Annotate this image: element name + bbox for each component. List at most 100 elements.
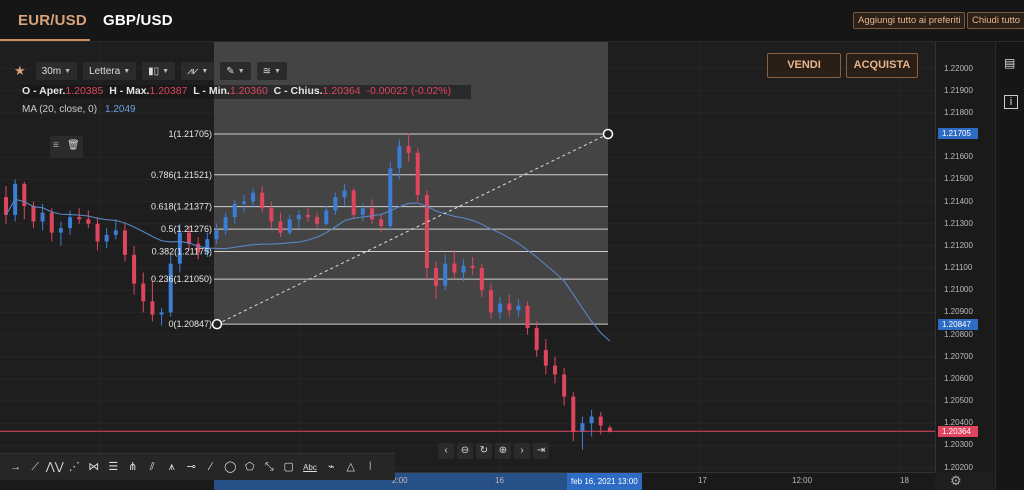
trendline-icon[interactable]: ⟋ [31, 460, 40, 473]
gear-icon[interactable]: ⚙ [950, 473, 962, 488]
triangle-icon[interactable]: △ [346, 460, 355, 473]
chevron-down-icon: ▼ [201, 67, 209, 75]
price-tick-label: 1.22000 [944, 63, 973, 73]
sell-button[interactable]: VENDI [767, 53, 841, 78]
candles-icon: ▮▯ [148, 65, 160, 77]
candle-body [452, 263, 457, 273]
elliott-icon[interactable]: ⩚ [168, 460, 175, 473]
newspaper-icon[interactable]: ▤ [1004, 56, 1016, 70]
text-icon[interactable]: Abc [303, 462, 317, 472]
price-tick-label: 1.20200 [944, 462, 973, 472]
price-tick-label: 1.20800 [944, 329, 973, 339]
chart-nav-controls: ‹ ⊖ ↻ ⊕ › ⇥ [438, 443, 549, 460]
layers-select[interactable]: ≋ ▼ [256, 62, 287, 80]
fib-handle-start [211, 318, 223, 330]
low-label: L - Min. [193, 85, 230, 97]
candle-body [95, 223, 100, 242]
pitchfork-icon[interactable]: ⋔ [128, 460, 138, 473]
circle-icon[interactable]: ◯ [224, 460, 237, 473]
candle-body [269, 208, 274, 222]
tab-eurusd[interactable]: EUR/USD [18, 12, 87, 29]
candle-body [168, 263, 173, 313]
price-type-select[interactable]: Lettera ▼ [83, 62, 137, 80]
chevron-right-icon[interactable]: › [514, 443, 530, 459]
candle-body [470, 265, 475, 269]
end-icon[interactable]: ⇥ [533, 443, 549, 459]
tab-gbpusd[interactable]: GBP/USD [103, 12, 173, 29]
candle-body [424, 194, 429, 269]
path-icon[interactable]: ⌁ [327, 460, 335, 473]
measure-icon[interactable]: ⤡ [264, 460, 274, 473]
drawing-edit-widget: ≡ 🗑 [50, 136, 83, 158]
fib-high-price-tag: 1.21705 [938, 128, 978, 140]
star-icon[interactable]: ★ [14, 63, 26, 78]
zoom-in-icon[interactable]: ⊕ [495, 443, 511, 459]
reset-icon[interactable]: ↻ [476, 443, 492, 459]
price-axis[interactable]: 1.22000 1.21900 1.21800 1.21600 1.21500 1.214… [935, 42, 995, 472]
indicators-select[interactable]: ⩘⩗ ▼ [181, 62, 215, 80]
chart-canvas[interactable]: 1(1.21705) 0.786(1.21521) 0.618(1.21377) 0.… [0, 42, 935, 472]
line-icon[interactable]: ∕ [209, 460, 212, 473]
candle-body [388, 168, 393, 226]
drag-handle-icon[interactable]: ≡ [53, 140, 59, 151]
close-label: C - Chius. [273, 85, 323, 97]
vertical-line-icon[interactable]: ⦚ [369, 460, 372, 473]
ma-value: 1.2049 [105, 104, 136, 115]
abcd-icon[interactable]: ⋀⋁ [45, 460, 64, 473]
fib-low-price-tag: 1.20847 [938, 318, 978, 330]
right-rail: ▤ i [995, 42, 1024, 490]
price-tick-label: 1.20400 [944, 418, 973, 428]
fib-level-label: 0.786(1.21521) [151, 170, 212, 180]
arrow-icon[interactable]: → [10, 460, 22, 473]
zoom-out-icon[interactable]: ⊖ [457, 443, 473, 459]
chart-type-select[interactable]: ▮▯ ▼ [142, 62, 176, 80]
price-tick-label: 1.20700 [944, 351, 973, 361]
high-label: H - Max. [109, 85, 150, 97]
candle-body [86, 219, 91, 224]
rectangle-icon[interactable]: ▢ [283, 460, 294, 473]
fib-grid-icon[interactable]: ☰ [108, 460, 119, 473]
price-tick-label: 1.21800 [944, 107, 973, 117]
trash-icon[interactable]: 🗑 [67, 140, 80, 151]
close-value: 1.20364 [322, 85, 361, 97]
add-all-favorites-button[interactable]: Aggiungi tutto ai preferiti [853, 12, 966, 29]
open-label: O - Aper. [22, 85, 66, 97]
info-icon[interactable]: i [1004, 95, 1018, 109]
candle-body [214, 230, 219, 240]
chevron-left-icon[interactable]: ‹ [438, 443, 454, 459]
drawing-select[interactable]: ✎ ▼ [220, 62, 251, 80]
fib-level-label: 0.5(1.21276) [161, 224, 212, 234]
candle-body [488, 290, 493, 313]
high-value: 1.20387 [149, 85, 188, 97]
gann-fan-icon[interactable]: ⫽ [149, 460, 155, 473]
price-tick-label: 1.21300 [944, 218, 973, 228]
horizontal-ray-icon[interactable]: ⊸ [186, 460, 196, 473]
price-tick-label: 1.20900 [944, 307, 973, 317]
moving-average-line [5, 198, 611, 342]
chart-area[interactable]: 1(1.21705) 0.786(1.21521) 0.618(1.21377) 0.… [0, 42, 995, 490]
chevron-down-icon: ▼ [237, 67, 245, 75]
price-tick-label: 1.21900 [944, 85, 973, 95]
ma-readout: MA (20, close, 0) 1.2049 [22, 104, 136, 115]
interval-select[interactable]: 30m ▼ [35, 62, 78, 80]
head-shoulders-icon[interactable]: ⋈ [88, 460, 100, 473]
close-all-button[interactable]: Chiudi tutto [967, 12, 1024, 29]
candle-body [177, 232, 182, 264]
candle-body [562, 374, 567, 397]
time-label: 18 [900, 476, 909, 485]
polygon-icon[interactable]: ⬠ [244, 460, 255, 473]
candle-body [159, 312, 164, 315]
buy-button[interactable]: ACQUISTA [846, 53, 918, 78]
xabcd-icon[interactable]: ⋰ [68, 460, 80, 473]
candle-body [31, 206, 36, 222]
chevron-down-icon: ▼ [64, 67, 72, 75]
candle-body [516, 305, 521, 311]
candle-body [589, 416, 594, 424]
candle-body [77, 217, 82, 220]
candle-body [461, 265, 466, 273]
fib-level-label: 0.382(1.21175) [152, 246, 212, 256]
fib-level-label: 0.236(1.21050) [151, 274, 212, 284]
candle-body [507, 303, 512, 311]
candle-body [543, 350, 548, 366]
candle-body [40, 212, 45, 222]
